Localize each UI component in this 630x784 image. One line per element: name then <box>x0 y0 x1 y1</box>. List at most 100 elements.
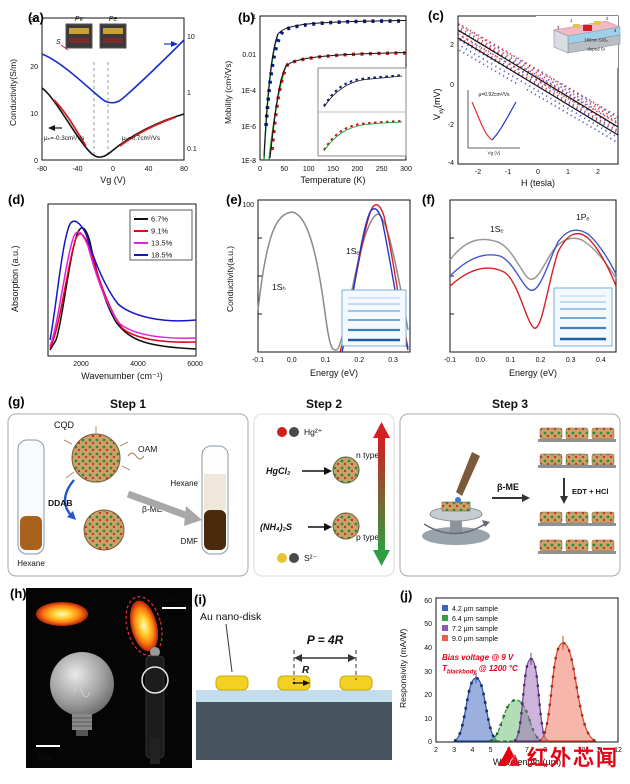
a-blue-curve <box>41 39 185 104</box>
j-legend-label-0: 4.2 μm sample <box>452 606 498 613</box>
panel-i: (i) Au nano-disk P = 4R R <box>194 592 394 764</box>
j-xtick-3: 5 <box>489 747 493 754</box>
f-xtick-1: 0.0 <box>475 357 485 364</box>
g-film-array-bottom <box>538 511 616 554</box>
a-xlabel: Vg (V) <box>100 175 126 185</box>
h-light-bulb <box>50 652 114 736</box>
g-hg-ion-icon <box>277 427 299 437</box>
g-hg-ion-label: Hg²⁺ <box>304 427 322 437</box>
h-thermal-blob-1 <box>36 602 88 626</box>
e-xlabel: Energy (eV) <box>310 368 358 378</box>
i-title-pointer <box>225 623 233 673</box>
panel-f: (f) 1Sₑ 1Pₑ -0.1 0.0 0.1 0.2 0.3 0. <box>420 190 630 392</box>
j-legend-label-2: 7.2 μm sample <box>452 626 498 633</box>
d-xtick-2: 6000 <box>187 361 203 368</box>
j-ytick-0: 0 <box>428 739 432 746</box>
g-s-ion-label: S²⁻ <box>304 553 317 563</box>
d-legend-label-1: 9.1% <box>151 227 168 236</box>
panel-g-tag: (g) <box>8 394 25 409</box>
e-xtick-2: 0.1 <box>321 357 331 364</box>
panel-f-tag: (f) <box>422 192 435 207</box>
panel-g: (g) Step 1 Step 2 Step 3 <box>4 394 626 584</box>
h-thermal-blob-2 <box>125 596 163 656</box>
d-xtick-1: 4000 <box>130 361 146 368</box>
f-xtick-0: -0.1 <box>444 357 456 364</box>
c-ylabel: Vxy(mV) <box>432 88 445 120</box>
c-contact-3: 3 <box>557 25 560 30</box>
d-axes-box <box>47 203 197 357</box>
g-vial-two-phase <box>201 445 229 555</box>
j-xtick-5: 7 <box>525 747 529 754</box>
c-ytick-3: -4 <box>448 160 454 167</box>
j-peak-purple <box>513 653 549 743</box>
j-ytick-50: 50 <box>424 621 432 628</box>
e-levels-inset <box>341 289 407 347</box>
i-radius-arrow <box>292 680 310 686</box>
g-cqd-label: CQD <box>54 420 75 430</box>
a-ylabel: Conductivity(S/m) <box>8 59 18 126</box>
h-scale-top-label: 1cm <box>164 595 179 604</box>
j-ytick-60: 60 <box>424 598 432 605</box>
c-xtick-4: 2 <box>596 169 600 176</box>
c-xtick-3: 1 <box>566 169 570 176</box>
h-handheld-device <box>141 647 169 764</box>
i-radius-label: R <box>302 665 310 676</box>
c-inset-mu-label: μ=0.92cm²/Vs <box>478 92 510 98</box>
g-dmf-label: DMF <box>181 537 198 546</box>
a-inset-s-arrow <box>60 44 69 51</box>
j-peak-blue <box>453 673 499 743</box>
e-xtick-4: 0.3 <box>388 357 398 364</box>
a-xtick-3: 40 <box>145 166 153 173</box>
j-xlabel: Wavelength (μm) <box>493 757 561 767</box>
a-left-axis-arrow <box>48 125 62 131</box>
a-rytick-01: 0.1 <box>187 146 197 153</box>
g-transfer-arrow <box>126 490 202 526</box>
f-levels-inset <box>553 287 613 347</box>
c-xtick-0: -2 <box>475 169 481 176</box>
f-blue-curve <box>449 229 617 291</box>
b-xtick-1: 50 <box>280 166 288 173</box>
i-substrate <box>196 702 392 760</box>
a-right-axis-arrow <box>164 41 178 47</box>
i-title: Au nano-disk <box>200 611 262 623</box>
panel-c-chart: 1 2 3 4 180nm SiO₂ doped Si μ=0.92cm²/Vs… <box>448 15 622 188</box>
a-axes-box <box>41 17 185 161</box>
g-hexane-right-label: Hexane <box>170 479 198 488</box>
panel-a-tag: (a) <box>28 10 44 25</box>
i-oxide-layer <box>196 690 392 702</box>
j-xtick-7: 9 <box>561 747 565 754</box>
d-legend-label-3: 18.5% <box>151 251 173 260</box>
b-inset <box>317 67 407 157</box>
g-cqd-sphere-2 <box>83 509 125 551</box>
b-xlabel: Temperature (K) <box>300 175 365 185</box>
e-xtick-0: -0.1 <box>252 357 264 364</box>
panel-e-tag: (e) <box>226 192 242 207</box>
panel-h: (h) <box>8 584 194 770</box>
panel-j: (j) Bias voltage @ 9 V Tblackbody @ 1200… <box>394 586 630 780</box>
c-contact-4: 4 <box>614 28 617 33</box>
a-inset-label-pv: Pv <box>75 16 84 23</box>
c-xlabel: H (tesla) <box>521 178 555 188</box>
watermark-logo-icon <box>498 746 520 766</box>
b-ytick-4: 1E-8 <box>241 158 256 165</box>
a-ytick-0: 0 <box>34 158 38 165</box>
a-mu-e-label: μₑ=0.7cm²/Vs <box>122 135 160 142</box>
e-peak2-label: 1Sₑ <box>346 246 360 256</box>
i-pitch-label: P = 4R <box>307 633 344 647</box>
a-inset-device-right <box>99 23 127 49</box>
j-xtick-1: 3 <box>452 747 456 754</box>
j-bias-line2: Tblackbody @ 1200 °C <box>442 664 518 676</box>
g-ntype-label: n type <box>356 450 379 460</box>
panel-b-tag: (b) <box>238 10 255 25</box>
j-legend: 4.2 μm sample 6.4 μm sample 7.2 μm sampl… <box>442 605 498 643</box>
j-xtick-6: 8 <box>543 747 547 754</box>
b-ytick-3: 1E-6 <box>241 124 256 131</box>
g-ddab-label: DDAB <box>48 498 73 508</box>
panel-a: (a) <box>4 8 218 190</box>
g-ddab-arrow <box>63 479 76 520</box>
j-xtick-2: 4 <box>470 747 474 754</box>
a-red-fit-right <box>119 116 177 147</box>
a-rytick-1: 1 <box>187 90 191 97</box>
a-rytick-10: 10 <box>187 34 195 41</box>
